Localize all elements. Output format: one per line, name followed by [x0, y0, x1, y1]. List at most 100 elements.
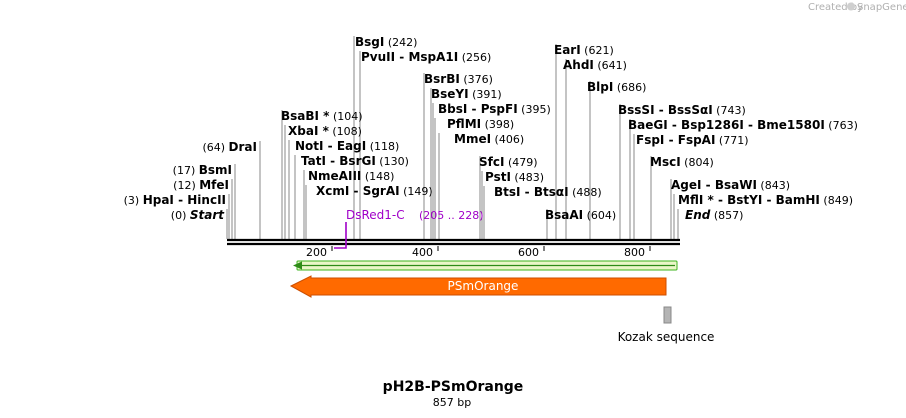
- enzyme-label-sites_64[interactable]: (64) DraI: [202, 140, 257, 154]
- enzyme-labels: (0) Start(3) HpaI - HincII(12) MfeI(17) …: [124, 35, 858, 222]
- enzyme-position: (3): [124, 194, 143, 207]
- enzyme-name: AgeI: [671, 178, 701, 192]
- enzyme-position: (686): [613, 81, 646, 94]
- enzyme-label-sites_843[interactable]: AgeI - BsaWI (843): [671, 178, 790, 192]
- enzyme-label-sites_256[interactable]: PvuII - MspA1I (256): [361, 50, 491, 64]
- enzyme-label-sites_242[interactable]: BsgI (242): [355, 35, 417, 49]
- enzyme-label-sites_479[interactable]: SfcI (479): [479, 155, 538, 169]
- orf-arrow[interactable]: [293, 260, 678, 271]
- enzyme-label-sites_771[interactable]: FspI - FspAI (771): [636, 133, 749, 147]
- primer-range: (205 .. 228): [419, 209, 484, 222]
- enzyme-name: MmeI: [454, 132, 491, 146]
- enzyme-label-sites_108[interactable]: XbaI * (108): [288, 124, 362, 138]
- enzyme-position: (843): [757, 179, 790, 192]
- enzyme-name: BseYI: [431, 87, 469, 101]
- enzyme-name: BsaBI *: [281, 109, 330, 123]
- enzyme-name: Bme1580I: [757, 118, 825, 132]
- enzyme-name: BsaWI: [715, 178, 757, 192]
- enzyme-position: (743): [713, 104, 746, 117]
- enzyme-name: BssSI: [618, 103, 655, 117]
- enzyme-label-sites_857[interactable]: End (857): [685, 208, 743, 222]
- enzyme-name: MscI: [650, 155, 681, 169]
- ruler: 200 400 600 800: [306, 246, 651, 259]
- enzyme-name: End: [685, 208, 711, 222]
- enzyme-position: (0): [171, 209, 190, 222]
- enzyme-name: PflMI: [447, 117, 481, 131]
- enzyme-position: (104): [329, 110, 362, 123]
- enzyme-name: BbsI: [438, 102, 467, 116]
- ruler-label: 400: [412, 246, 433, 259]
- enzyme-name: XcmI: [316, 184, 349, 198]
- enzyme-name: BtsαI: [534, 185, 569, 199]
- enzyme-position: (395): [518, 103, 551, 116]
- enzyme-label-sites_0[interactable]: (0) Start: [171, 208, 225, 222]
- enzyme-label-sites_3[interactable]: (3) HpaI - HincII: [124, 193, 226, 207]
- enzyme-label-sites_621[interactable]: EarI (621): [554, 43, 614, 57]
- enzyme-label-sites_804[interactable]: MscI (804): [650, 155, 714, 169]
- enzyme-name: BsrBI: [424, 72, 460, 86]
- primer-name: DsRed1-C: [346, 208, 405, 222]
- enzyme-name: BsgI: [355, 35, 384, 49]
- ruler-label: 800: [624, 246, 645, 259]
- enzyme-name: SfcI: [479, 155, 504, 169]
- enzyme-position: (118): [366, 140, 399, 153]
- enzyme-name: SgrAI: [363, 184, 400, 198]
- enzyme-name: BstYI: [727, 193, 762, 207]
- enzyme-label-sites_148[interactable]: NmeAIII (148): [308, 169, 394, 183]
- enzyme-position: (12): [173, 179, 199, 192]
- enzyme-label-sites_118[interactable]: NotI - EagI (118): [295, 139, 399, 153]
- enzyme-name: EagI: [337, 139, 366, 153]
- orf-arrowhead-icon: [293, 261, 302, 270]
- enzyme-name: Bsp1286I: [681, 118, 744, 132]
- enzyme-label-sites_641[interactable]: AhdI (641): [563, 58, 627, 72]
- enzyme-label-sites_763[interactable]: BaeGI - Bsp1286I - Bme1580I (763): [628, 118, 858, 132]
- enzyme-label-sites_395[interactable]: BbsI - PspFI (395): [438, 102, 551, 116]
- ruler-label: 600: [518, 246, 539, 259]
- enzyme-label-sites_12[interactable]: (12) MfeI: [173, 178, 229, 192]
- enzyme-label-sites_849[interactable]: MflI * - BstYI - BamHI (849): [678, 193, 853, 207]
- enzyme-label-sites_686[interactable]: BlpI (686): [587, 80, 646, 94]
- enzyme-label-sites_17[interactable]: (17) BsmI: [173, 163, 232, 177]
- map-length: 857 bp: [433, 396, 471, 409]
- enzyme-position: (479): [504, 156, 537, 169]
- enzyme-name: DraI: [229, 140, 257, 154]
- enzyme-name: PspFI: [481, 102, 518, 116]
- enzyme-name: XbaI *: [288, 124, 330, 138]
- enzyme-name: HincII: [187, 193, 226, 207]
- enzyme-label-sites_743[interactable]: BssSI - BssSαI (743): [618, 103, 746, 117]
- map-title: pH2B-PSmOrange: [383, 379, 524, 395]
- enzyme-name: PvuII: [361, 50, 395, 64]
- enzyme-name: NmeAIII: [308, 169, 361, 183]
- feature-kozak-sequence[interactable]: Kozak sequence: [618, 306, 715, 344]
- snapgene-brand-text: SnapGene: [857, 2, 906, 13]
- created-by-text: Created by: [808, 2, 863, 13]
- enzyme-label-sites_149[interactable]: XcmI - SgrAI (149): [316, 184, 433, 198]
- enzyme-position: (242): [384, 36, 417, 49]
- enzyme-label-sites_130[interactable]: TatI - BsrGI (130): [301, 154, 409, 168]
- enzyme-name: BlpI: [587, 80, 613, 94]
- enzyme-position: (641): [594, 59, 627, 72]
- feature-label-psmorange: PSmOrange: [448, 279, 519, 293]
- enzyme-position: (17): [173, 164, 199, 177]
- enzyme-label-sites_398[interactable]: PflMI (398): [447, 117, 514, 131]
- primer-arrow-icon: [334, 222, 347, 249]
- enzyme-label-sites_406[interactable]: MmeI (406): [454, 132, 524, 146]
- enzyme-name: AhdI: [563, 58, 594, 72]
- feature-label-kozak: Kozak sequence: [618, 330, 715, 344]
- enzyme-label-sites_488[interactable]: BtsI - BtsαI (488): [494, 185, 602, 199]
- feature-arrow: [289, 275, 667, 298]
- enzyme-name: MfeI: [199, 178, 229, 192]
- primer-dsred1-c[interactable]: DsRed1-C (205 .. 228): [334, 208, 484, 249]
- enzyme-position: (398): [481, 118, 514, 131]
- enzyme-position: (621): [581, 44, 614, 57]
- enzyme-label-sites_483[interactable]: PstI (483): [485, 170, 544, 184]
- enzyme-label-sites_604[interactable]: BsaAI (604): [545, 208, 616, 222]
- enzyme-label-sites_104[interactable]: BsaBI * (104): [281, 109, 363, 123]
- enzyme-label-sites_376[interactable]: BsrBI (376): [424, 72, 493, 86]
- feature-psmorange[interactable]: PSmOrange: [289, 275, 667, 298]
- enzyme-position: (376): [460, 73, 493, 86]
- dna-backbone: [227, 238, 680, 246]
- enzyme-label-sites_391[interactable]: BseYI (391): [431, 87, 502, 101]
- enzyme-name: MspA1I: [408, 50, 458, 64]
- enzyme-position: (149): [400, 185, 433, 198]
